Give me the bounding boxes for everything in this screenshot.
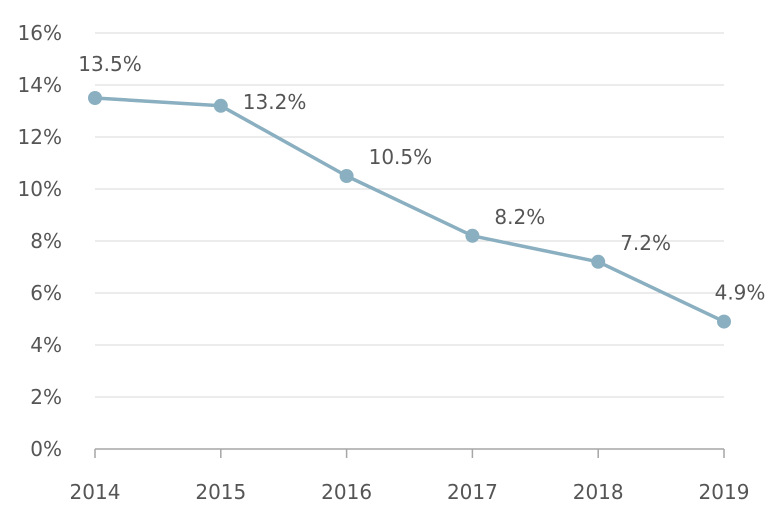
y-tick-label: 14% — [18, 73, 62, 97]
y-tick-label: 12% — [18, 125, 62, 149]
y-tick-label: 6% — [30, 281, 62, 305]
data-label: 10.5% — [369, 145, 433, 169]
data-label: 8.2% — [494, 205, 545, 229]
data-point — [465, 228, 480, 243]
data-point — [339, 169, 354, 183]
data-point — [591, 254, 606, 269]
y-tick-label: 8% — [30, 229, 62, 253]
data-label: 13.5% — [78, 52, 142, 76]
y-tick-label: 16% — [18, 21, 62, 45]
y-tick-label: 0% — [30, 437, 62, 461]
data-point — [717, 314, 731, 329]
x-tick-label: 2014 — [70, 480, 121, 504]
data-label: 13.2% — [243, 90, 307, 114]
y-tick-label: 4% — [30, 333, 62, 357]
y-tick-label: 10% — [18, 177, 62, 201]
data-label: 7.2% — [620, 231, 671, 255]
x-tick-label: 2017 — [447, 480, 498, 504]
data-label: 4.9% — [715, 281, 766, 305]
data-point — [88, 91, 102, 105]
x-tick-label: 2018 — [573, 480, 624, 504]
x-tick-label: 2019 — [699, 480, 750, 504]
y-tick-label: 2% — [30, 385, 62, 409]
x-tick-label: 2015 — [195, 480, 246, 504]
data-point — [213, 98, 228, 113]
series-line — [94, 96, 725, 324]
x-tick-label: 2016 — [321, 480, 372, 504]
